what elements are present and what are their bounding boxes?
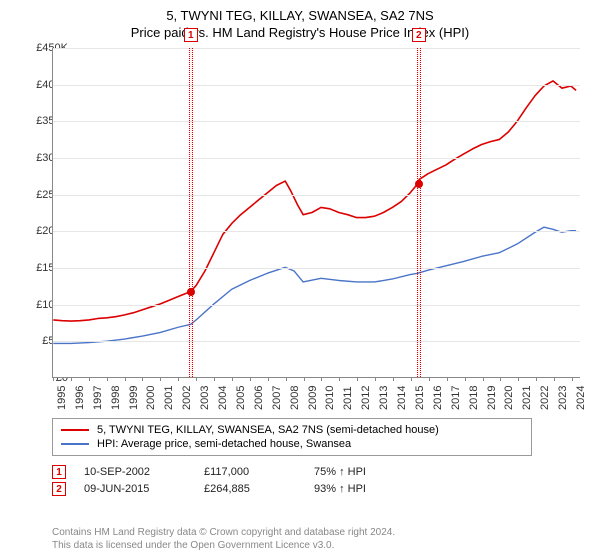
x-tick-label: 2003 <box>199 386 211 410</box>
title-block: 5, TWYNI TEG, KILLAY, SWANSEA, SA2 7NS P… <box>0 0 600 44</box>
x-tick-label: 2004 <box>217 386 229 410</box>
footer-line1: Contains HM Land Registry data © Crown c… <box>52 526 395 539</box>
sale-flag: 1 <box>52 465 66 479</box>
legend-label: 5, TWYNI TEG, KILLAY, SWANSEA, SA2 7NS (… <box>97 424 439 436</box>
x-tick-label: 2000 <box>145 386 157 410</box>
sale-date: 09-JUN-2015 <box>84 483 204 495</box>
legend-swatch <box>61 443 89 445</box>
series-subject <box>53 81 576 321</box>
x-tick-label: 2017 <box>450 386 462 410</box>
footer: Contains HM Land Registry data © Crown c… <box>52 526 395 552</box>
x-tick-label: 1995 <box>56 386 68 410</box>
x-tick-label: 2016 <box>432 386 444 410</box>
x-tick-label: 2021 <box>521 386 533 410</box>
sale-flag: 2 <box>52 482 66 496</box>
x-tick-label: 2007 <box>271 386 283 410</box>
x-tick-label: 1997 <box>92 386 104 410</box>
x-tick-label: 2011 <box>342 386 354 410</box>
sale-rel: 75% ↑ HPI <box>314 466 424 478</box>
x-tick-label: 2023 <box>557 386 569 410</box>
x-tick-label: 2006 <box>253 386 265 410</box>
legend-item: 5, TWYNI TEG, KILLAY, SWANSEA, SA2 7NS (… <box>61 423 523 437</box>
x-tick-label: 2001 <box>163 386 175 410</box>
x-tick-label: 2002 <box>181 386 193 410</box>
x-tick-label: 2024 <box>575 386 587 410</box>
sale-price: £264,885 <box>204 483 314 495</box>
sale-price: £117,000 <box>204 466 314 478</box>
price-chart: 12 <box>52 48 580 378</box>
legend: 5, TWYNI TEG, KILLAY, SWANSEA, SA2 7NS (… <box>52 418 532 456</box>
sale-row: 2 09-JUN-2015£264,88593% ↑ HPI <box>52 482 424 496</box>
sale-marker-dot <box>187 288 195 296</box>
x-tick-label: 2009 <box>307 386 319 410</box>
sale-rel: 93% ↑ HPI <box>314 483 424 495</box>
x-tick-label: 2019 <box>486 386 498 410</box>
x-tick-label: 1998 <box>110 386 122 410</box>
sale-date: 10-SEP-2002 <box>84 466 204 478</box>
title-line1: 5, TWYNI TEG, KILLAY, SWANSEA, SA2 7NS <box>0 8 600 23</box>
legend-item: HPI: Average price, semi-detached house,… <box>61 437 523 451</box>
series-hpi <box>53 227 576 343</box>
sale-rows: 1 10-SEP-2002£117,00075% ↑ HPI 2 09-JUN-201… <box>52 462 424 499</box>
x-tick-label: 2022 <box>539 386 551 410</box>
sale-marker-band <box>189 48 193 377</box>
x-tick-label: 2005 <box>235 386 247 410</box>
title-line2: Price paid vs. HM Land Registry's House … <box>0 25 600 40</box>
x-tick-label: 2014 <box>396 386 408 410</box>
sale-marker-band <box>417 48 421 377</box>
x-tick-label: 2015 <box>414 386 426 410</box>
x-tick-label: 2013 <box>378 386 390 410</box>
legend-swatch <box>61 429 89 431</box>
sale-marker-dot <box>415 180 423 188</box>
x-tick-label: 2018 <box>468 386 480 410</box>
x-tick-label: 2020 <box>503 386 515 410</box>
x-tick-label: 1996 <box>74 386 86 410</box>
x-tick-label: 2010 <box>324 386 336 410</box>
x-tick-label: 2012 <box>360 386 372 410</box>
x-tick-label: 2008 <box>289 386 301 410</box>
plot-svg <box>53 48 580 377</box>
sale-marker-flag: 2 <box>412 28 426 42</box>
sale-row: 1 10-SEP-2002£117,00075% ↑ HPI <box>52 465 424 479</box>
x-tick-label: 1999 <box>128 386 140 410</box>
legend-label: HPI: Average price, semi-detached house,… <box>97 438 351 450</box>
sale-marker-flag: 1 <box>184 28 198 42</box>
footer-line2: This data is licensed under the Open Gov… <box>52 539 395 552</box>
